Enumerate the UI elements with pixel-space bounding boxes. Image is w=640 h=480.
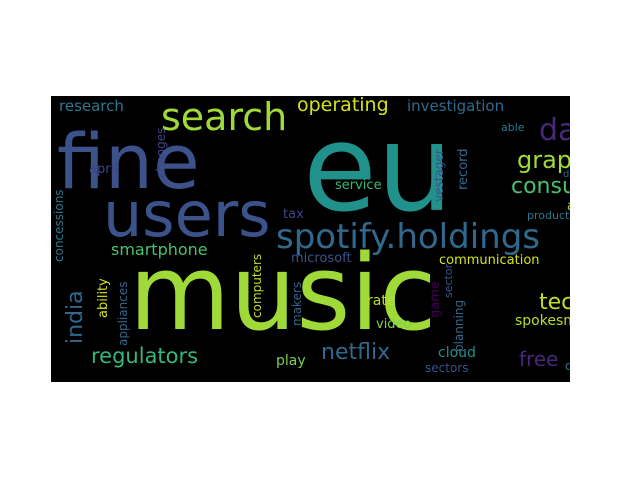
word: record — [456, 148, 471, 190]
word: regulators — [91, 344, 199, 368]
word: appliances — [116, 281, 130, 346]
word: spokesman — [515, 313, 570, 329]
word: play — [276, 353, 306, 369]
word: decision — [563, 169, 570, 180]
word: rate — [367, 293, 396, 309]
word: ability — [96, 278, 111, 318]
word: microsoft — [291, 251, 352, 266]
word: computers — [250, 253, 264, 318]
word: sectors — [425, 361, 469, 375]
word: vestager — [432, 149, 446, 202]
word: search — [161, 96, 288, 139]
word: investigation — [407, 97, 505, 115]
word: planning — [452, 299, 466, 352]
word: sector — [442, 263, 455, 298]
word: products — [527, 209, 570, 222]
word: data — [539, 113, 570, 148]
word: tax — [283, 207, 304, 222]
word: service — [335, 178, 382, 193]
word: video — [376, 317, 412, 332]
word: consumer — [511, 174, 570, 199]
word: communication — [439, 253, 540, 268]
word: music — [129, 232, 437, 354]
word: operating — [297, 96, 389, 116]
word: makers — [290, 281, 304, 326]
word: able — [501, 121, 525, 134]
word: smartphone — [111, 240, 208, 259]
word: spotify.holdings — [276, 217, 540, 257]
word-cloud: eu music fine users search spotify.holdi… — [51, 96, 570, 382]
word: users — [103, 178, 271, 251]
word: android — [567, 200, 570, 213]
word: cloud — [438, 345, 476, 361]
word: concessions — [52, 189, 66, 262]
word: delays — [565, 359, 570, 373]
word: graphic — [517, 146, 570, 174]
word: research — [59, 97, 124, 115]
word: april — [89, 162, 118, 177]
word: india — [63, 290, 88, 344]
word: tech — [539, 290, 570, 315]
word: netflix — [321, 340, 391, 365]
word: fine — [57, 117, 200, 206]
word: free — [519, 347, 559, 371]
word: game — [428, 281, 443, 318]
word: eu — [303, 100, 453, 239]
word: changes — [154, 127, 168, 178]
